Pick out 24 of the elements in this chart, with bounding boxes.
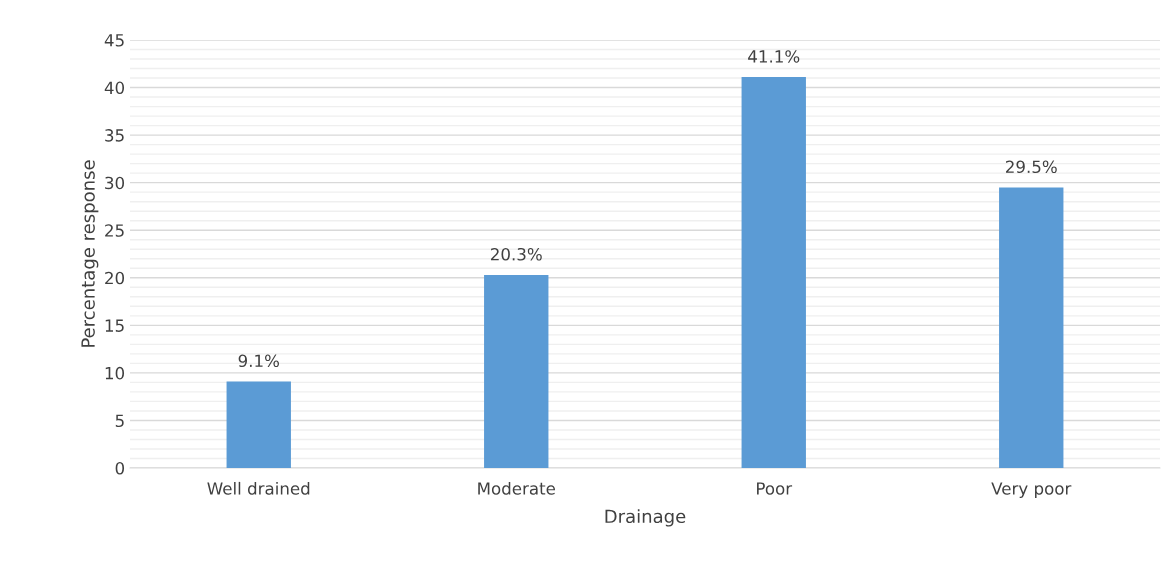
y-tick-label: 25 [105,224,124,237]
data-label: 9.1% [238,354,279,368]
data-label: 20.3% [491,247,542,261]
bar [999,187,1064,468]
y-tick-label: 10 [105,366,125,380]
x-axis-title: Drainage [605,509,686,527]
y-tick-label: 5 [115,414,124,428]
bar [484,274,549,468]
bar [741,77,806,468]
x-tick-label: Very poor [991,482,1072,499]
data-label: 41.1% [748,50,800,63]
y-tick-label: 0 [115,461,125,475]
y-axis-title: Percentage response [81,160,99,347]
x-tick-label: Poor [757,482,793,495]
y-tick-label: 30 [105,176,125,190]
x-tick-label: Well drained [207,481,310,495]
y-tick-label: 15 [105,319,124,332]
y-tick-label: 45 [104,34,124,47]
bar [226,381,291,468]
y-tick-label: 20 [105,271,125,285]
x-tick-label: Moderate [478,481,555,495]
data-label: 29.5% [1006,160,1057,174]
y-tick-label: 35 [105,129,124,142]
y-tick-label: 40 [104,81,125,95]
